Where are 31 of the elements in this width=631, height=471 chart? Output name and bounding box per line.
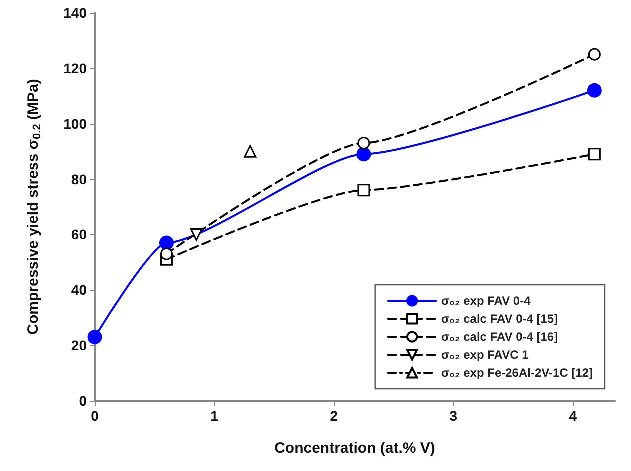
- point: [356, 147, 372, 162]
- point: [88, 330, 102, 345]
- point: [358, 184, 370, 197]
- x-axis-title: Concentration (at.% V): [274, 440, 436, 457]
- legend-label: σ₀₂ calc FAV 0-4 [16]: [441, 330, 558, 344]
- y-tick-label: 100: [64, 116, 88, 132]
- x-tick-label: 0: [91, 408, 100, 424]
- x-tick-label: 4: [569, 408, 578, 424]
- legend-label: σ₀₂ exp Fe-26Al-2V-1C [12]: [441, 366, 594, 380]
- y-tick-label: 40: [71, 282, 88, 298]
- point: [358, 137, 370, 150]
- x-tick-label: 3: [450, 408, 458, 424]
- legend-label: σ₀₂ exp FAV 0-4: [441, 294, 532, 308]
- y-tick-label: 140: [64, 5, 88, 21]
- y-tick-label: 80: [71, 171, 88, 188]
- point: [588, 48, 601, 61]
- point: [190, 228, 203, 241]
- legend-label: σ₀₂ exp FAVC 1: [441, 348, 530, 362]
- point: [159, 236, 174, 250]
- y-tick-label: 60: [71, 226, 88, 243]
- y-tick-label: 20: [71, 338, 88, 354]
- y-axis-title: Compressive yield stress σ0.2 (MPa): [25, 79, 44, 335]
- point: [160, 248, 173, 260]
- point: [244, 145, 257, 158]
- x-tick-label: 2: [330, 408, 338, 424]
- y-tick-label: 0: [79, 393, 88, 409]
- legend-label: σ₀₂ calc FAV 0-4 [15]: [441, 312, 558, 326]
- y-tick-label: 120: [64, 60, 88, 76]
- x-tick-label: 1: [210, 408, 219, 424]
- point: [588, 148, 601, 161]
- point: [587, 83, 602, 98]
